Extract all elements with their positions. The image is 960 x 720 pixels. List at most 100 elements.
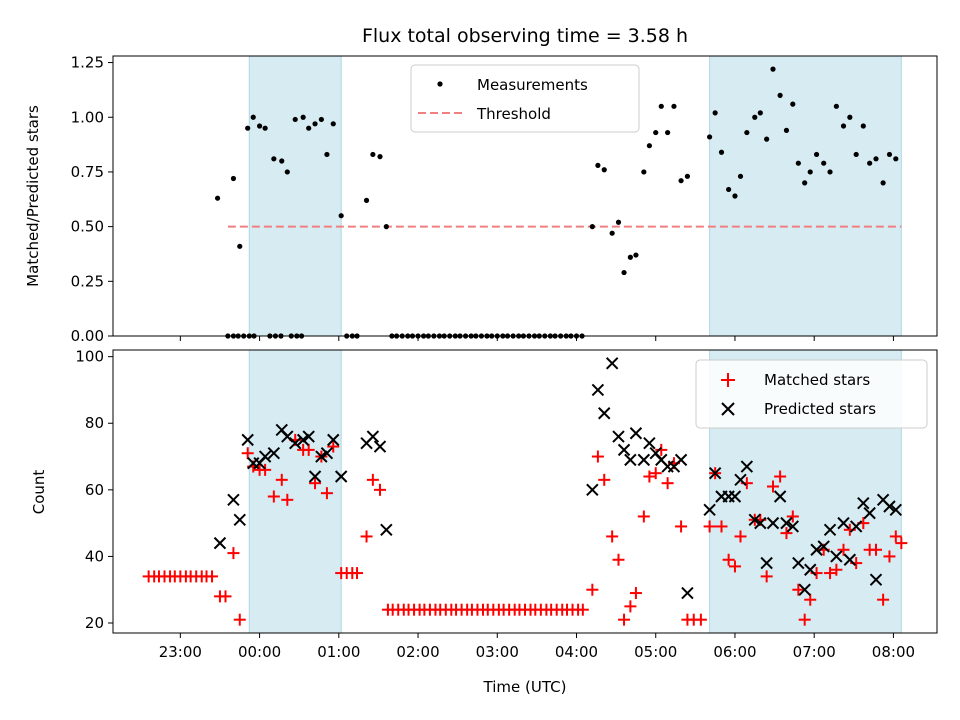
measurement-point xyxy=(330,121,336,127)
predicted-star-point xyxy=(258,450,272,463)
bottom-y-tick-label: 40 xyxy=(85,547,104,565)
predicted-star-marker-b xyxy=(655,453,668,467)
predicted-star-marker-b xyxy=(320,447,334,460)
top-panel: Flux total observing time = 3.58 h 0.000… xyxy=(24,25,938,345)
predicted-star-marker-b xyxy=(296,433,310,447)
matched-star-point xyxy=(309,477,322,490)
measurement-point xyxy=(271,156,277,162)
predicted-star-marker-b xyxy=(817,540,830,553)
measurement-point xyxy=(245,125,251,131)
predicted-star-point xyxy=(823,523,837,536)
predicted-star-marker-b xyxy=(275,423,288,437)
predicted-star-point xyxy=(708,466,722,480)
predicted-star-marker-b xyxy=(754,516,767,530)
predicted-star-marker-b xyxy=(233,513,246,527)
measurement-point xyxy=(807,169,813,175)
predicted-star-marker-b xyxy=(674,453,688,467)
legend-matched-label: Matched stars xyxy=(764,371,870,389)
matched-star-point xyxy=(694,613,707,626)
predicted-star-marker-b xyxy=(830,550,843,563)
top-shaded-region-1 xyxy=(709,55,902,337)
predicted-star-point xyxy=(760,556,773,570)
matched-star-point xyxy=(598,473,611,486)
measurement-point xyxy=(821,160,827,166)
legend-matched-marker xyxy=(721,373,735,387)
x-tick-label: 01:00 xyxy=(317,643,360,661)
predicted-star-point xyxy=(308,470,322,483)
predicted-star-point xyxy=(380,523,393,536)
predicted-star-marker-b xyxy=(637,453,651,467)
measurement-point xyxy=(601,167,607,173)
top-plot-frame xyxy=(112,55,938,337)
matched-star-point xyxy=(774,470,787,483)
predicted-star-point xyxy=(233,513,246,527)
predicted-star-marker-b xyxy=(734,473,747,487)
measurement-point xyxy=(853,151,859,158)
matched-star-point xyxy=(837,543,850,556)
measurement-point xyxy=(665,129,671,136)
top-y-ticks: 0.00 0.25 0.50 0.75 1.00 1.25 xyxy=(71,54,113,345)
predicted-star-marker-b xyxy=(798,583,811,596)
top-y-tick-label: 0.50 xyxy=(71,218,104,236)
matched-star-point xyxy=(798,613,811,626)
measurement-point xyxy=(757,110,763,116)
measurement-point xyxy=(609,230,615,236)
matched-star-point xyxy=(327,440,340,453)
matched-star-point xyxy=(883,550,896,563)
predicted-star-point xyxy=(267,447,281,460)
measurement-point xyxy=(641,169,647,175)
legend-threshold-label: Threshold xyxy=(476,105,551,123)
bottom-y-tick-label: 100 xyxy=(75,348,104,366)
matched-star-point xyxy=(715,520,728,533)
matched-star-point xyxy=(206,570,219,583)
top-shaded-region-0 xyxy=(248,55,342,337)
bottom-y-ticks: 20 40 60 80 100 xyxy=(75,348,113,632)
predicted-star-marker-b xyxy=(748,513,761,527)
predicted-star-point xyxy=(837,516,850,530)
matched-star-point xyxy=(780,527,793,540)
measurement-point xyxy=(678,178,684,184)
predicted-star-marker-b xyxy=(740,460,754,473)
predicted-star-marker-b xyxy=(708,466,722,480)
predicted-star-point xyxy=(289,437,302,450)
legend-measurements-marker xyxy=(437,81,443,87)
predicted-star-marker-b xyxy=(863,506,876,520)
predicted-star-point xyxy=(830,550,843,563)
predicted-star-marker-b xyxy=(302,430,315,443)
predicted-star-point xyxy=(624,453,637,467)
measurement-point xyxy=(324,151,330,158)
predicted-star-point xyxy=(804,563,817,576)
measurement-point xyxy=(777,92,783,98)
measurement-point xyxy=(813,151,820,158)
measurement-point xyxy=(867,160,873,166)
matched-star-point xyxy=(360,530,373,543)
measurement-point xyxy=(250,114,256,120)
predicted-star-marker-b xyxy=(308,470,322,483)
predicted-star-point xyxy=(849,520,863,533)
bottom-shaded-region-0 xyxy=(248,349,342,634)
measurement-point xyxy=(893,156,899,162)
predicted-star-marker-b xyxy=(792,556,805,570)
predicted-star-marker-b xyxy=(241,433,254,447)
measurement-point xyxy=(214,195,221,201)
measurement-point xyxy=(363,197,370,203)
predicted-star-marker-b xyxy=(227,493,240,507)
predicted-star-marker-b xyxy=(380,523,393,536)
top-y-axis-label: Matched/Predicted stars xyxy=(24,105,42,287)
measurement-point xyxy=(279,158,285,164)
top-y-tick-label: 1.00 xyxy=(71,108,104,126)
measurement-point xyxy=(621,269,627,276)
top-y-tick-label: 0.25 xyxy=(71,272,104,290)
measurement-point xyxy=(718,149,725,155)
predicted-star-marker-b xyxy=(823,523,837,536)
measurement-point xyxy=(318,116,324,123)
matched-star-point xyxy=(227,547,240,560)
predicted-star-point xyxy=(681,586,694,600)
matched-star-point xyxy=(760,570,773,583)
predicted-star-point xyxy=(863,506,876,520)
predicted-star-marker-b xyxy=(766,516,780,530)
predicted-star-point xyxy=(748,513,761,527)
predicted-star-point xyxy=(617,443,631,457)
matched-star-point xyxy=(655,443,668,456)
matched-star-point xyxy=(320,487,333,500)
